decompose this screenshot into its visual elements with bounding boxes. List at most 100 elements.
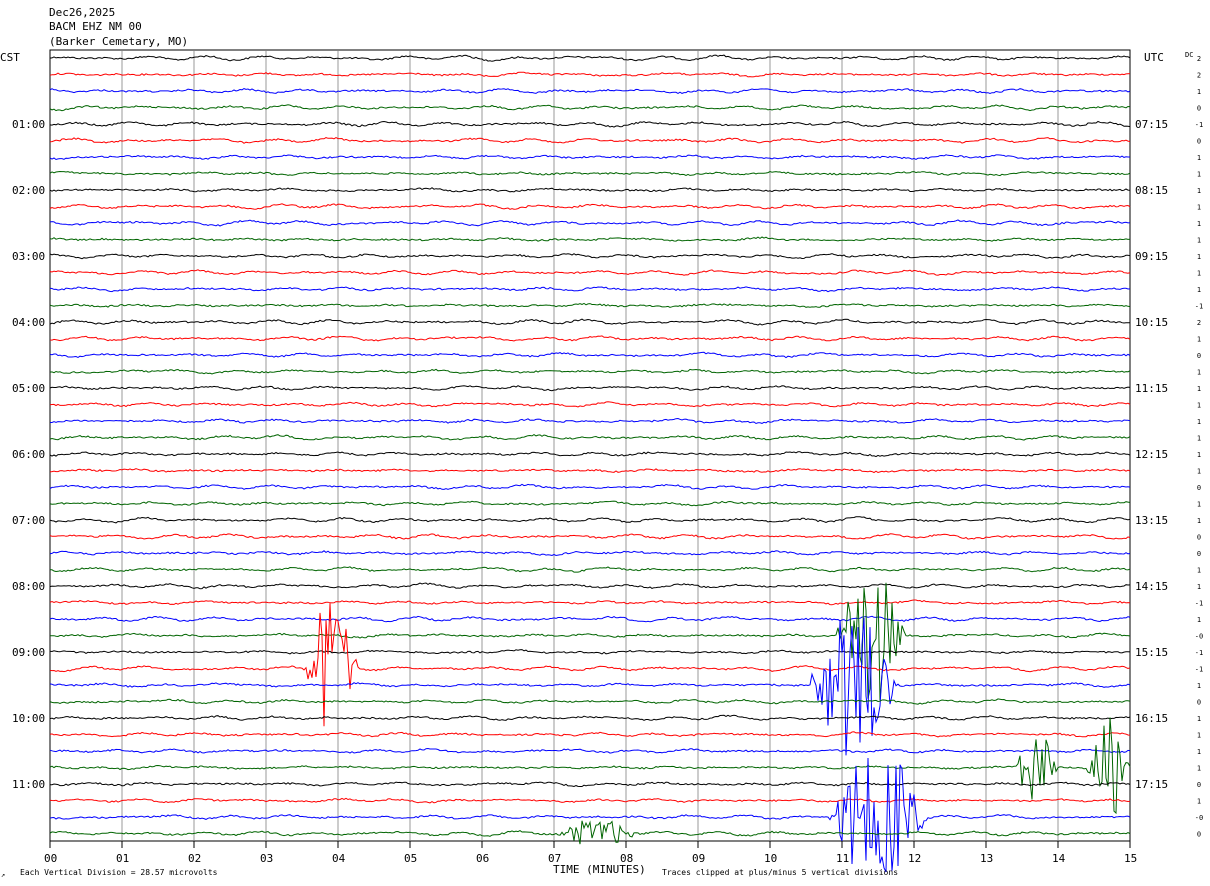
trace-line-42	[49, 747, 1131, 754]
trace-line-35	[50, 582, 1131, 701]
dc-offset-value: 1	[1197, 765, 1201, 773]
trace-line-27	[49, 500, 1131, 507]
dc-offset-value: 1	[1197, 385, 1201, 393]
dc-offset-value: 1	[1197, 270, 1201, 278]
trace-line-11	[49, 236, 1131, 242]
utc-hour-label: 16:15	[1135, 712, 1168, 725]
dc-offset-value: 2	[1197, 55, 1201, 63]
x-tick-label-00: 00	[44, 852, 57, 865]
dc-offset-value: 0	[1197, 831, 1201, 839]
dc-offset-value: 1	[1197, 798, 1201, 806]
cst-hour-label: 09:00	[12, 646, 45, 659]
dc-offset-value: 1	[1197, 748, 1201, 756]
cst-hour-label: 06:00	[12, 448, 45, 461]
utc-hour-label: 14:15	[1135, 580, 1168, 593]
utc-hour-label: 13:15	[1135, 514, 1168, 527]
trace-line-18	[49, 351, 1131, 359]
cst-hour-label: 11:00	[12, 778, 45, 791]
trace-line-21	[49, 401, 1131, 408]
dc-offset-value: -1	[1195, 303, 1203, 311]
plot-frame	[49, 49, 1131, 842]
utc-hour-label: 09:15	[1135, 250, 1168, 263]
dc-offset-value: 0	[1197, 534, 1201, 542]
dc-offset-value: 0	[1197, 105, 1201, 113]
dc-offset-value: 1	[1197, 154, 1201, 162]
station-label: BACM EHZ NM 00	[49, 20, 142, 33]
utc-hour-label: 12:15	[1135, 448, 1168, 461]
utc-hour-label: 10:15	[1135, 316, 1168, 329]
cst-hour-label: 08:00	[12, 580, 45, 593]
dc-offset-value: 1	[1197, 402, 1201, 410]
dc-offset-value: 1	[1197, 418, 1201, 426]
trace-line-3	[49, 104, 1131, 112]
x-tick-label-12: 12	[908, 852, 921, 865]
cst-hour-label: 05:00	[12, 382, 45, 395]
trace-line-6	[49, 154, 1130, 161]
dc-offset-value: 1	[1197, 171, 1201, 179]
cst-hour-label: 02:00	[12, 184, 45, 197]
dc-offset-value: 1	[1197, 682, 1201, 690]
cst-hour-label: 10:00	[12, 712, 45, 725]
dc-offset-value: 1	[1197, 616, 1201, 624]
dc-offset-value: -1	[1195, 666, 1203, 674]
trace-line-38	[49, 617, 1131, 756]
minute-gridlines	[121, 50, 1059, 841]
date-label: Dec26,2025	[49, 6, 115, 19]
utc-hour-label: 15:15	[1135, 646, 1168, 659]
dc-offset-value: 1	[1197, 715, 1201, 723]
cst-hour-label: 07:00	[12, 514, 45, 527]
x-tick-label-05: 05	[404, 852, 417, 865]
x-tick-label-07: 07	[548, 852, 561, 865]
x-tick-label-06: 06	[476, 852, 489, 865]
trace-line-20	[49, 385, 1131, 392]
trace-line-31	[50, 566, 1131, 573]
dc-offset-value: 2	[1197, 72, 1201, 80]
dc-offset-value: 1	[1197, 732, 1201, 740]
x-tick-label-14: 14	[1052, 852, 1066, 865]
dc-offset-value: 0	[1197, 484, 1201, 492]
seismic-traces	[49, 54, 1131, 873]
trace-line-17	[49, 335, 1131, 342]
x-tick-label-02: 02	[188, 852, 201, 865]
dc-offset-value: -0	[1195, 633, 1203, 641]
dc-offset-value: 1	[1197, 88, 1201, 96]
trace-line-1	[49, 71, 1131, 78]
x-tick-label-01: 01	[116, 852, 129, 865]
trace-line-44	[50, 781, 1131, 788]
x-tick-label-15: 15	[1124, 852, 1137, 865]
utc-hour-label: 11:15	[1135, 382, 1168, 395]
x-tick-label-08: 08	[620, 852, 633, 865]
trace-line-14	[49, 286, 1131, 293]
dc-offset-value: 0	[1197, 352, 1201, 360]
trace-line-24	[49, 451, 1131, 458]
trace-line-36	[49, 649, 1131, 655]
trace-line-22	[50, 417, 1131, 425]
dc-offset-value: -1	[1195, 121, 1203, 129]
trace-line-12	[49, 253, 1131, 260]
scale-note: Each Vertical Division = 28.57 microvolt…	[20, 868, 218, 877]
x-tick-label-11: 11	[836, 852, 849, 865]
x-axis-title: TIME (MINUTES)	[553, 863, 646, 876]
trace-line-13	[49, 269, 1131, 276]
dc-offset-value: 1	[1197, 220, 1201, 228]
utc-hour-label: 08:15	[1135, 184, 1168, 197]
dc-offset-value: 0	[1197, 550, 1201, 558]
dc-offset-value: 1	[1197, 237, 1201, 245]
dc-offset-value: 2	[1197, 319, 1201, 327]
right-timezone-label: UTC	[1144, 51, 1164, 64]
dc-offset-value: 1	[1197, 451, 1201, 459]
dc-header-label: DC	[1185, 51, 1193, 59]
trace-line-34	[49, 615, 1131, 623]
trace-line-47	[49, 820, 1131, 845]
dc-offset-value: -0	[1195, 814, 1203, 822]
trace-line-16	[49, 318, 1131, 326]
trace-line-4	[49, 120, 1131, 128]
trace-line-15	[49, 302, 1131, 308]
dc-offset-value: 0	[1197, 699, 1201, 707]
dc-offset-column: 2 2 1 0 -1 0 1 1 1 1 1 1 1 1 1 -1 2 1 0 1 1 1 1 1 1 1 0 1 1 0 0 1 1 -1 1 -0…	[1195, 55, 1203, 839]
dc-offset-value: 1	[1197, 435, 1201, 443]
x-tick-label-09: 09	[692, 852, 705, 865]
hour-labels: 01:00 07:15 02:00 08:15 03:00 09:15 04:00 10:15…	[12, 118, 1168, 791]
x-axis-ticks: 00 01 02 03 04 05 06 07 08 09 10 11 12 13 14 15	[44, 841, 1137, 865]
